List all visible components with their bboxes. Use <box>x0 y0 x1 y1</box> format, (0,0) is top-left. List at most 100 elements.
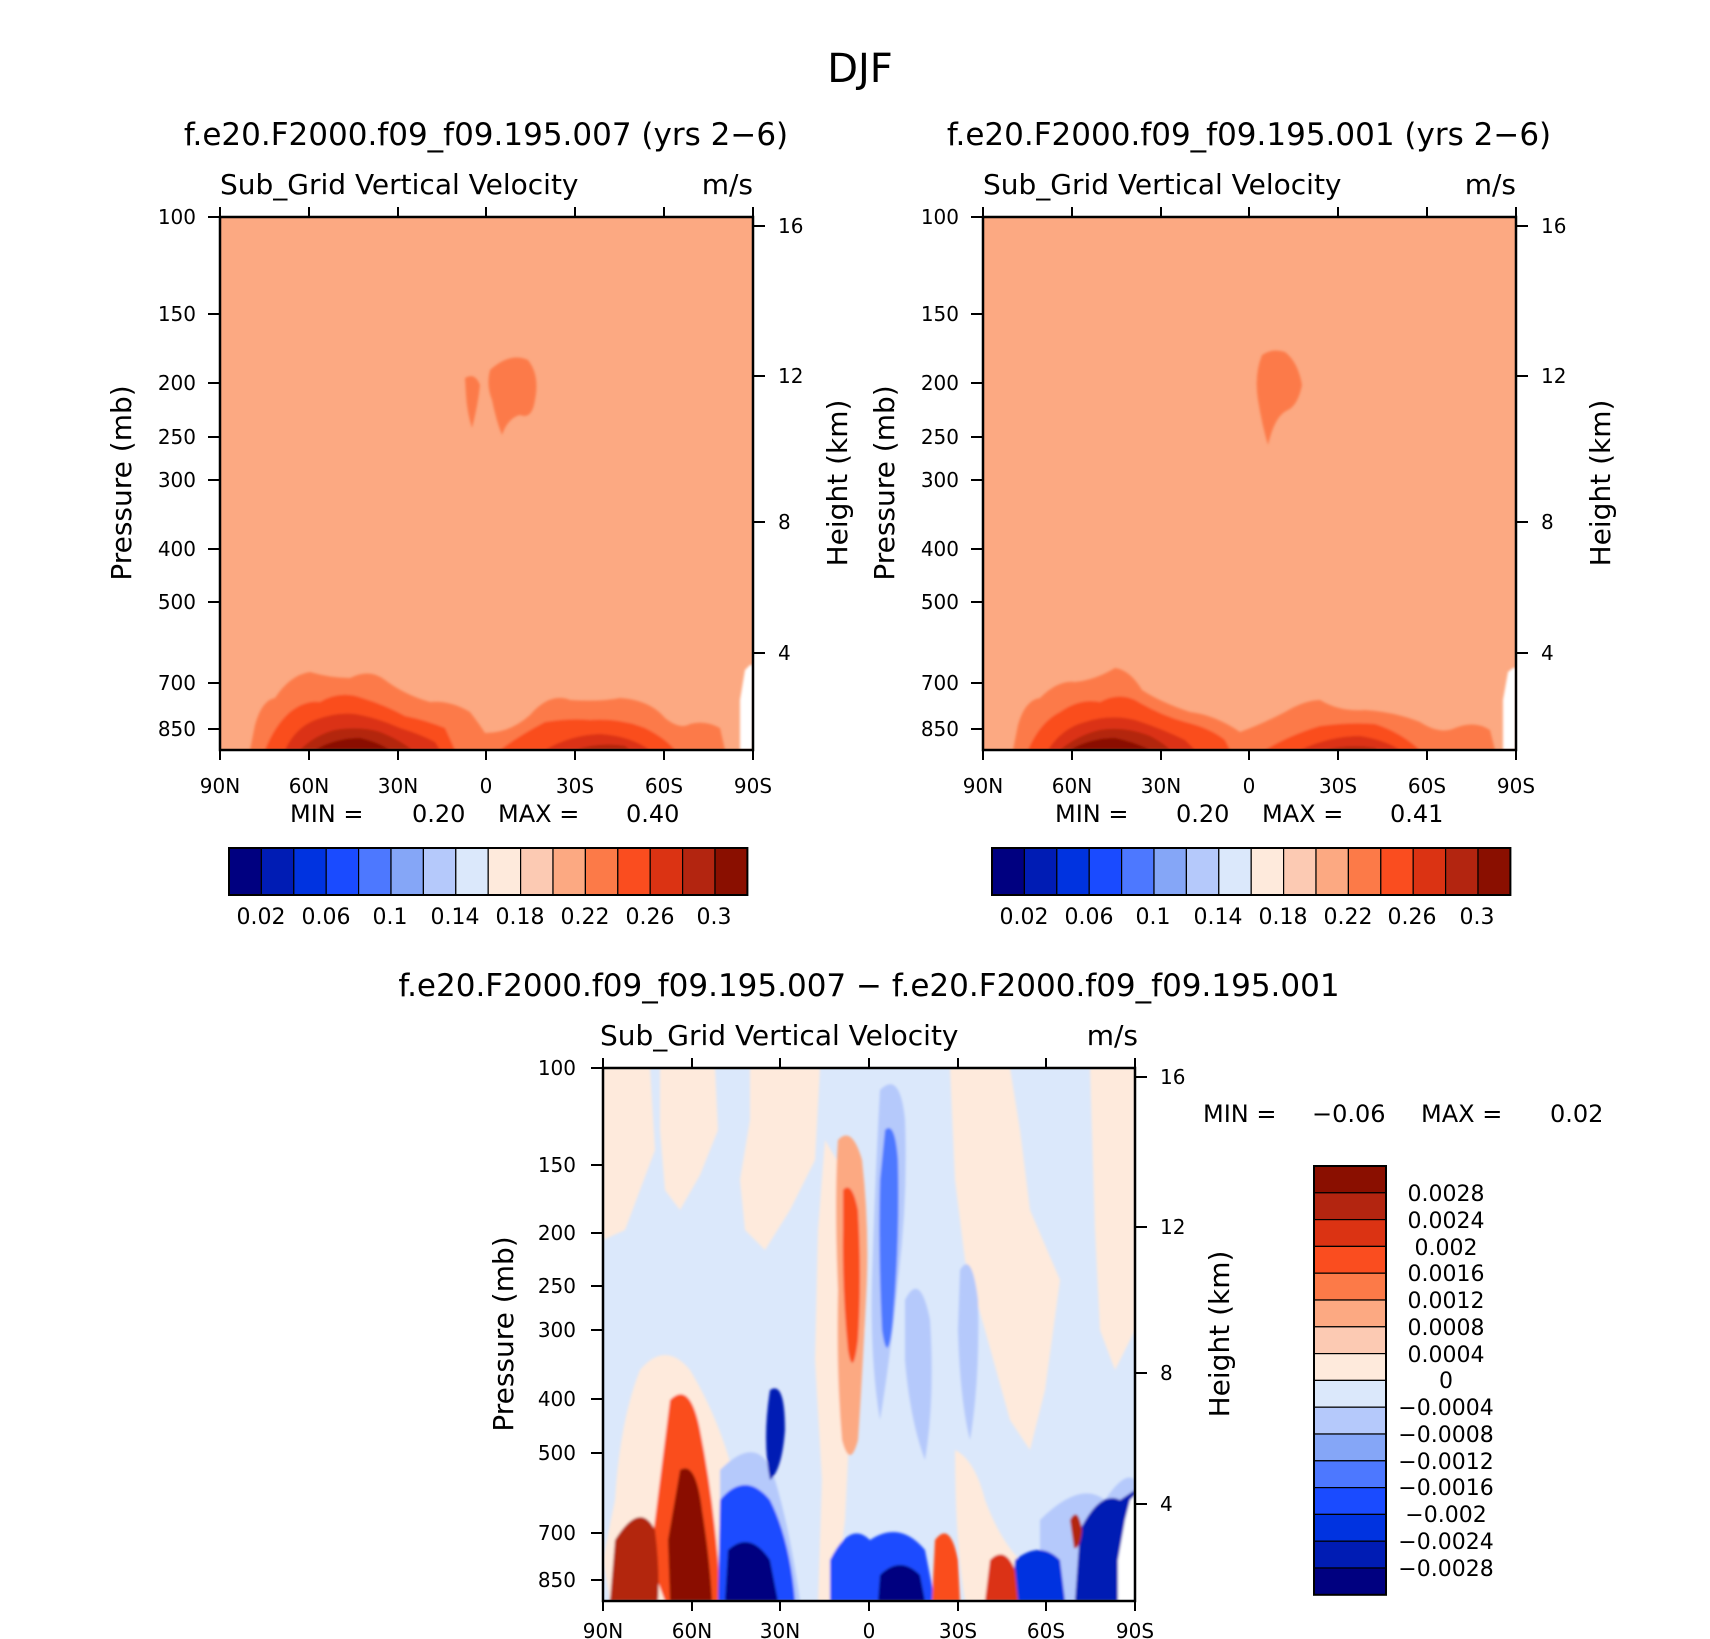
y-right-tick-label: 16 <box>1541 214 1566 238</box>
x-tick-label: 60N <box>1052 774 1092 798</box>
colorbar-swatch <box>1313 1513 1387 1542</box>
plot-area <box>983 217 1516 750</box>
max-value: 0.40 <box>626 800 679 828</box>
colorbar <box>1313 1165 1387 1596</box>
colorbar-swatch <box>358 847 392 896</box>
contour-level-5 <box>315 738 390 750</box>
colorbar-swatch <box>584 847 619 896</box>
x-tick-label: 90N <box>583 1619 623 1639</box>
contour-pos-sh-3 <box>1070 1514 1082 1549</box>
colorbar-label: 0.0028 <box>1408 1182 1485 1207</box>
stats: MIN = −0.06 MAX = 0.02 <box>1203 1100 1603 1128</box>
x-tick-label: 90S <box>1497 774 1535 798</box>
colorbar-swatch <box>681 847 716 896</box>
colorbar-frame <box>228 847 749 896</box>
colorbar-label: 0.06 <box>302 905 351 930</box>
min-value: −0.06 <box>1312 1100 1386 1128</box>
panel-title: f.e20.F2000.f09_f09.195.001 (yrs 2−6) <box>947 117 1551 153</box>
y-tick-label: 700 <box>921 671 959 695</box>
y-axis-right: 16 12 8 4 <box>753 214 803 665</box>
contour-neg-column <box>879 1128 899 1348</box>
stats: MIN = 0.20 MAX = 0.40 <box>290 800 679 828</box>
colorbar-swatch <box>1056 847 1090 896</box>
colorbar-swatch <box>1313 1486 1387 1515</box>
field-background <box>983 217 1516 750</box>
y-tick-label: 500 <box>921 590 959 614</box>
y-right-tick-label: 4 <box>1160 1492 1173 1516</box>
panel-2: f.e20.F2000.f09_f09.195.001 (yrs 2−6) Su… <box>868 117 1617 930</box>
colorbar-swatch <box>1313 1326 1387 1355</box>
x-tick-label: 30S <box>939 1619 977 1639</box>
contour-pos-nh-core <box>668 1468 712 1601</box>
colorbar-swatch <box>1313 1379 1387 1408</box>
contour-upper-jet-west <box>465 376 480 428</box>
colorbar-label: 0 <box>1439 1369 1453 1394</box>
stats: MIN = 0.20 MAX = 0.41 <box>1055 800 1443 828</box>
y-tick-label: 200 <box>538 1221 576 1245</box>
colorbar-label: 0.002 <box>1415 1236 1478 1261</box>
min-value: 0.20 <box>1176 800 1229 828</box>
x-tick-label: 60N <box>672 1619 712 1639</box>
y-tick-label: 100 <box>538 1056 576 1080</box>
x-tick-label: 0 <box>1243 774 1256 798</box>
colorbar-swatch <box>325 847 360 896</box>
colorbar-swatch <box>1313 1245 1387 1274</box>
contour-fill <box>1013 350 1516 750</box>
colorbar-swatch <box>991 847 1026 896</box>
colorbar-frame <box>1313 1165 1387 1596</box>
contour-level-5 <box>1070 738 1150 750</box>
y-tick-label: 500 <box>158 590 196 614</box>
panel-1: f.e20.F2000.f09_f09.195.007 (yrs 2−6) Su… <box>105 117 854 930</box>
y-right-tick-label: 4 <box>778 641 791 665</box>
colorbar-swatch <box>1088 847 1123 896</box>
colorbar-swatch <box>390 847 425 896</box>
contour-polar-edge <box>1118 1495 1135 1601</box>
x-tick-label: 90N <box>963 774 1003 798</box>
min-label: MIN = <box>290 800 363 828</box>
max-label: MAX = <box>498 800 579 828</box>
colorbar-swatch <box>1120 847 1155 896</box>
x-tick-label: 30N <box>378 774 418 798</box>
y-tick-label: 850 <box>158 717 196 741</box>
contour-pos-band <box>660 1068 718 1210</box>
contour-pos-sh-2 <box>985 1554 1018 1601</box>
y-tick-label: 250 <box>921 425 959 449</box>
y-axis-left: 100 150 200 250 300 400 500 700 850 <box>158 205 220 741</box>
plot-area <box>603 1068 1135 1601</box>
y-tick-label: 400 <box>158 537 196 561</box>
y-tick-label: 200 <box>158 371 196 395</box>
y-right-tick-label: 8 <box>1160 1361 1173 1385</box>
y-tick-label: 100 <box>921 205 959 229</box>
contour-neg-sh-2 <box>1012 1550 1065 1601</box>
colorbar-swatch <box>1218 847 1252 896</box>
colorbar-label: 0.3 <box>1460 905 1495 930</box>
y-tick-label: 150 <box>538 1153 576 1177</box>
y-right-tick-label: 8 <box>1541 510 1554 534</box>
y-right-tick-label: 12 <box>1541 364 1566 388</box>
subtitle-units: m/s <box>1465 168 1516 201</box>
colorbar-swatch <box>1023 847 1058 896</box>
contour-polar-edge <box>1503 668 1516 750</box>
x-tick-label: 0 <box>480 774 493 798</box>
y-tick-label: 500 <box>538 1441 576 1465</box>
colorbar-swatch <box>1313 1218 1387 1247</box>
colorbar-swatch <box>487 847 522 896</box>
colorbar-swatch <box>293 847 327 896</box>
colorbar-label: 0.26 <box>1388 905 1437 930</box>
colorbar-swatch <box>1380 847 1414 896</box>
colorbar-swatch <box>1444 847 1479 896</box>
x-tick-label: 60S <box>1408 774 1446 798</box>
contour-pos-band <box>603 1068 655 1240</box>
colorbar-label: 0.14 <box>431 905 480 930</box>
contour-level-4 <box>1060 728 1378 750</box>
field-background <box>220 217 753 750</box>
y-tick-label: 300 <box>158 468 196 492</box>
subtitle-variable: Sub_Grid Vertical Velocity <box>983 168 1342 201</box>
colorbar-swatch <box>1412 847 1447 896</box>
y-axis-left: 100 150 200 250 300 400 500 700 850 <box>538 1056 603 1592</box>
y-axis-right: 16 12 8 4 <box>1135 1065 1185 1516</box>
y-axis-label-right: Height (km) <box>1203 1251 1236 1418</box>
contour-neg-sh-core <box>878 1565 925 1601</box>
colorbar-swatch <box>1250 847 1285 896</box>
